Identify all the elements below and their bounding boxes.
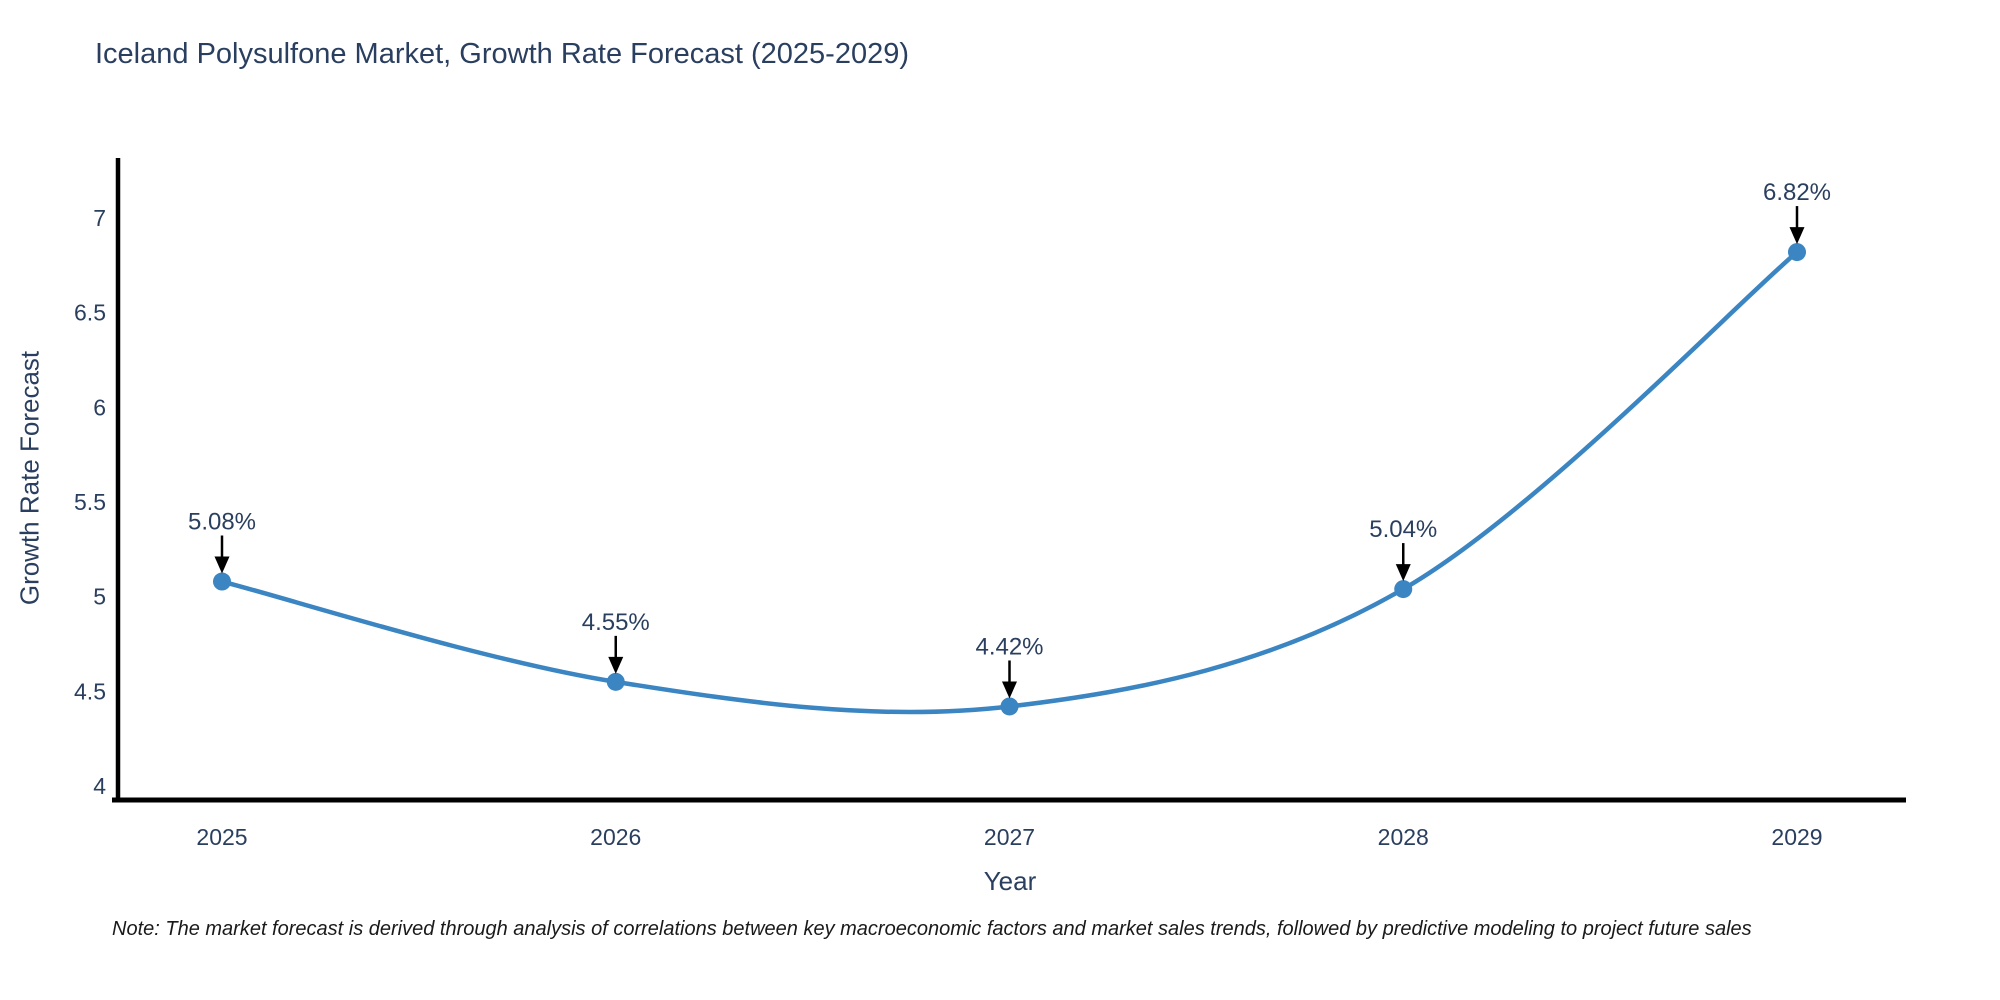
x-tick-label: 2028 xyxy=(1378,824,1429,850)
y-axis-title: Growth Rate Forecast xyxy=(14,350,45,606)
y-tick-label: 5.5 xyxy=(74,489,106,515)
annotation-arrowhead xyxy=(1395,564,1411,582)
x-tick-label: 2029 xyxy=(1771,824,1822,850)
data-point-marker-2025[interactable] xyxy=(213,572,231,591)
x-axis-title: Year xyxy=(983,866,1037,896)
y-tick-label: 4 xyxy=(93,773,106,799)
annotation-arrowhead xyxy=(608,656,624,674)
data-point-marker-2028[interactable] xyxy=(1394,580,1413,599)
annotation-label: 6.82% xyxy=(1763,179,1831,206)
x-tick-label: 2025 xyxy=(196,824,247,850)
annotation-label: 4.55% xyxy=(582,609,650,636)
data-point-marker-2026[interactable] xyxy=(606,672,625,691)
annotation-arrowhead xyxy=(1789,227,1805,245)
data-point-marker-2029[interactable] xyxy=(1788,243,1806,262)
data-point-marker-2027[interactable] xyxy=(1000,697,1019,716)
y-tick-label: 6 xyxy=(93,394,106,420)
annotation-label: 5.08% xyxy=(188,509,256,536)
y-tick-label: 7 xyxy=(93,205,106,231)
footnote-text: Note: The market forecast is derived thr… xyxy=(112,918,1752,940)
x-tick-label: 2026 xyxy=(590,824,641,850)
annotation-arrowhead xyxy=(214,556,230,574)
forecast-line xyxy=(219,249,1800,715)
x-tick-label: 2027 xyxy=(984,824,1035,850)
chart-title: Iceland Polysulfone Market, Growth Rate … xyxy=(95,38,910,70)
y-tick-label: 6.5 xyxy=(74,300,106,326)
annotation-arrowhead xyxy=(1002,681,1017,699)
y-tick-label: 5 xyxy=(93,584,106,610)
annotation-label: 5.04% xyxy=(1369,516,1437,543)
y-tick-label: 4.5 xyxy=(74,678,106,704)
annotation-label: 4.42% xyxy=(975,633,1043,660)
